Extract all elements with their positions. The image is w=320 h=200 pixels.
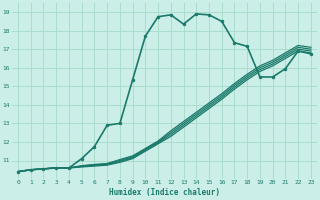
X-axis label: Humidex (Indice chaleur): Humidex (Indice chaleur) xyxy=(109,188,220,197)
